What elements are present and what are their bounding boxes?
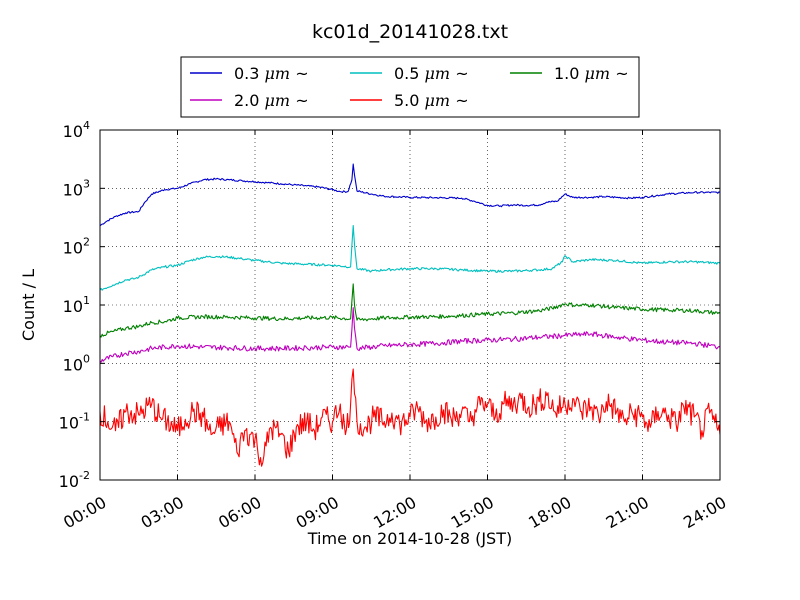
x-tick-label: 18:00 xyxy=(525,493,574,533)
chart-title: kc01d_20141028.txt xyxy=(312,21,508,43)
ticks xyxy=(99,129,721,481)
legend-unit: μm xyxy=(585,64,611,83)
series-line-4 xyxy=(99,307,721,363)
legend-label-4: 2.0 μm ~ xyxy=(234,91,309,110)
y-tick-base: 10 xyxy=(63,297,83,316)
y-tick-exponent: -1 xyxy=(79,411,90,424)
x-tick-label: 15:00 xyxy=(448,493,497,533)
grid xyxy=(100,130,720,480)
y-tick-base: 10 xyxy=(63,239,83,258)
legend-unit: μm xyxy=(265,91,291,110)
legend-size: 1.0 xyxy=(554,64,585,83)
legend-unit: μm xyxy=(425,91,451,110)
series-group xyxy=(99,163,721,467)
legend-unit: μm xyxy=(425,64,451,83)
series-line-1 xyxy=(99,163,721,227)
x-tick-label: 09:00 xyxy=(293,493,342,533)
y-tick-label: 100 xyxy=(63,352,90,374)
y-tick-label: 104 xyxy=(63,119,90,141)
legend-unit: μm xyxy=(265,64,291,83)
legend-size: 0.3 xyxy=(234,64,265,83)
x-axis-label: Time on 2014-10-28 (JST) xyxy=(307,529,512,548)
y-tick-exponent: 4 xyxy=(83,119,90,132)
legend-label-5: 5.0 μm ~ xyxy=(394,91,469,110)
y-tick-base: 10 xyxy=(63,355,83,374)
series-line-5 xyxy=(99,368,721,467)
y-tick-exponent: 1 xyxy=(83,294,90,307)
y-tick-base: 10 xyxy=(59,472,79,491)
x-tick-labels: 00:00 03:00 06:00 09:00 12:00 15:00 18:00 21:00… xyxy=(60,493,729,533)
y-tick-label: 102 xyxy=(63,236,90,258)
y-tick-label: 101 xyxy=(63,294,90,316)
y-axis-label: Count / L xyxy=(19,269,38,341)
legend-label-3: 1.0 μm ~ xyxy=(554,64,629,83)
legend-label-1: 0.3 μm ~ xyxy=(234,64,309,83)
legend-tilde: ~ xyxy=(610,64,629,83)
legend-tilde: ~ xyxy=(450,91,469,110)
x-tick-label: 00:00 xyxy=(60,493,109,533)
x-tick-label: 24:00 xyxy=(680,493,729,533)
series-line-3 xyxy=(99,283,721,338)
y-tick-label: 103 xyxy=(63,177,90,199)
legend-label-2: 0.5 μm ~ xyxy=(394,64,469,83)
y-tick-exponent: 0 xyxy=(83,352,90,365)
y-tick-base: 10 xyxy=(59,414,79,433)
legend-size: 5.0 xyxy=(394,91,425,110)
y-tick-base: 10 xyxy=(63,122,83,141)
legend-box xyxy=(180,56,640,118)
y-tick-exponent: -2 xyxy=(79,469,90,482)
y-tick-label: 10-1 xyxy=(59,411,90,433)
series-line-2 xyxy=(99,225,721,291)
x-tick-label: 06:00 xyxy=(215,493,264,533)
legend-tilde: ~ xyxy=(290,64,309,83)
x-tick-label: 12:00 xyxy=(370,493,419,533)
legend-tilde: ~ xyxy=(450,64,469,83)
x-tick-label: 03:00 xyxy=(138,493,187,533)
y-tick-label: 10-2 xyxy=(59,469,90,491)
y-tick-exponent: 3 xyxy=(83,177,90,190)
legend-tilde: ~ xyxy=(290,91,309,110)
legend: 0.3 μm ~0.5 μm ~1.0 μm ~2.0 μm ~5.0 μm ~ xyxy=(180,56,640,118)
legend-size: 0.5 xyxy=(394,64,425,83)
y-tick-base: 10 xyxy=(63,180,83,199)
x-tick-label: 21:00 xyxy=(603,493,652,533)
y-tick-exponent: 2 xyxy=(83,236,90,249)
legend-size: 2.0 xyxy=(234,91,265,110)
